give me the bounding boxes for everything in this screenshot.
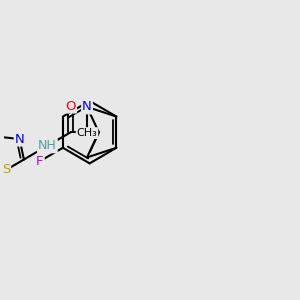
Text: N: N — [15, 133, 25, 146]
Text: N: N — [82, 100, 92, 113]
Text: O: O — [65, 100, 76, 112]
Text: CH₃: CH₃ — [76, 128, 98, 138]
Text: S: S — [2, 164, 10, 176]
Text: NH: NH — [38, 139, 57, 152]
Text: F: F — [36, 154, 44, 168]
